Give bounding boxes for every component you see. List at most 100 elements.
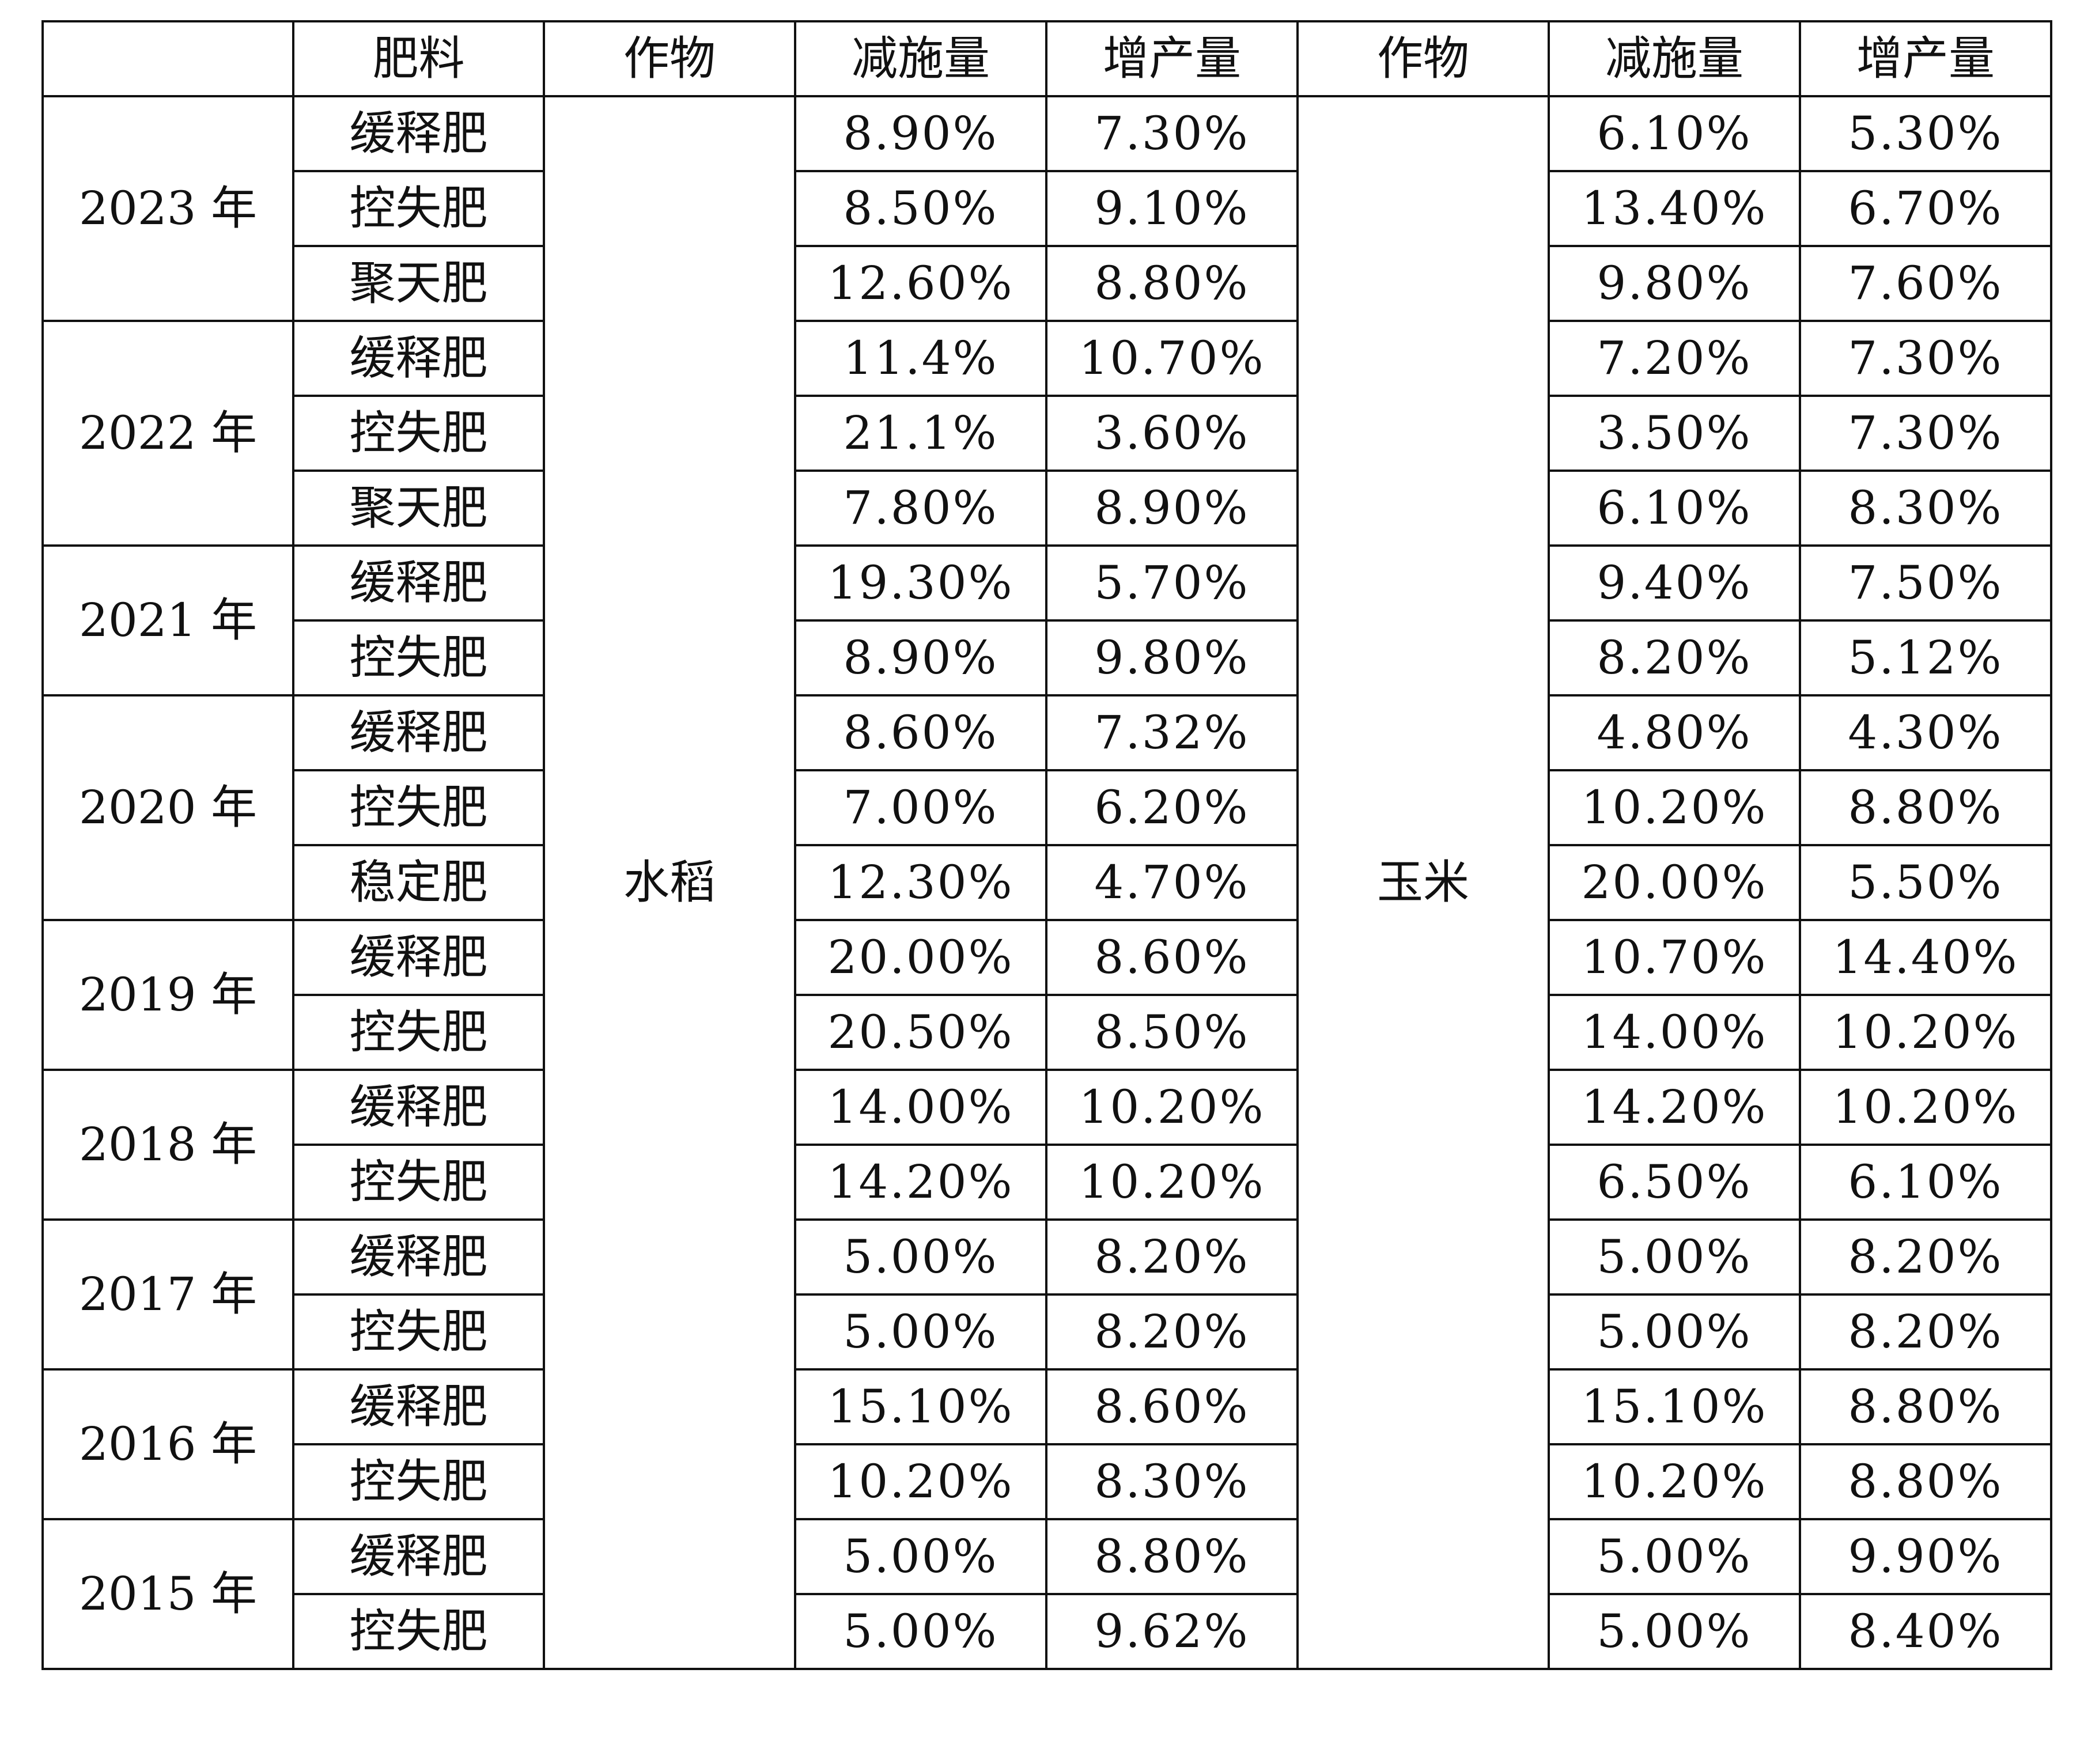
crop-a-increase-cell: 9.80% — [1045, 619, 1299, 696]
crop-a-increase-cell: 8.80% — [1045, 245, 1299, 322]
table-row: 控失肥 8.90% 9.80% 8.20% 5.12% — [43, 619, 2052, 696]
crop-a-increase-cell: 8.90% — [1045, 470, 1299, 547]
header-crop-b: 作物 — [1296, 20, 1550, 97]
crop-a-reduction-cell: 5.00% — [794, 1218, 1047, 1296]
header-crop-a-reduction: 减施量 — [794, 20, 1047, 97]
crop-b-increase-cell: 8.30% — [1799, 470, 2052, 547]
crop-a-reduction-cell: 8.90% — [794, 619, 1047, 696]
crop-a-reduction-cell: 8.50% — [794, 170, 1047, 247]
crop-b-increase-cell: 10.20% — [1799, 1069, 2052, 1146]
crop-a-reduction-cell: 5.00% — [794, 1293, 1047, 1371]
table-row: 控失肥 5.00% 9.62% 5.00% 8.40% — [43, 1593, 2052, 1670]
fertilizer-cell: 缓释肥 — [292, 1518, 545, 1595]
year-cell: 2020 年 — [41, 694, 294, 921]
crop-a-increase-cell: 8.20% — [1045, 1218, 1299, 1296]
crop-a-increase-cell: 8.60% — [1045, 1368, 1299, 1445]
crop-b-increase-cell: 6.10% — [1799, 1144, 2052, 1221]
table-row: 控失肥 7.00% 6.20% 10.20% 8.80% — [43, 769, 2052, 846]
crop-b-reduction-cell: 8.20% — [1548, 619, 1801, 696]
fertilizer-cell: 控失肥 — [292, 170, 545, 247]
crop-a-increase-cell: 8.50% — [1045, 994, 1299, 1071]
crop-b-increase-cell: 5.30% — [1799, 95, 2052, 172]
crop-b-increase-cell: 8.80% — [1799, 1368, 2052, 1445]
crop-b-reduction-cell: 9.80% — [1548, 245, 1801, 322]
crop-b-reduction-cell: 9.40% — [1548, 544, 1801, 622]
crop-a-increase-cell: 8.60% — [1045, 919, 1299, 996]
table-header: 肥料 作物 减施量 增产量 作物 减施量 增产量 — [41, 20, 2052, 97]
header-year-cell — [41, 20, 294, 97]
crop-b-increase-cell: 6.70% — [1799, 170, 2052, 247]
header-row: 肥料 作物 减施量 增产量 作物 减施量 增产量 — [41, 20, 2052, 97]
header-crop-b-reduction: 减施量 — [1548, 20, 1801, 97]
fertilizer-cell: 控失肥 — [292, 1144, 545, 1221]
table-row: 控失肥 8.50% 9.10% 13.40% 6.70% — [43, 170, 2052, 247]
crop-a-reduction-cell: 8.90% — [794, 95, 1047, 172]
crop-a-increase-cell: 9.62% — [1045, 1593, 1299, 1670]
crop-b-increase-cell: 7.30% — [1799, 320, 2052, 397]
table-row: 2018 年缓释肥 14.00% 10.20% 14.20% 10.20% — [41, 1069, 2052, 1221]
crop-b-reduction-cell: 14.00% — [1548, 994, 1801, 1071]
table-row: 控失肥 10.20% 8.30% 10.20% 8.80% — [43, 1443, 2052, 1520]
crop-a-reduction-cell: 20.00% — [794, 919, 1047, 996]
crop-b-reduction-cell: 5.00% — [1548, 1593, 1801, 1670]
table-body: 2023 年缓释肥 水稻 8.90% 7.30% 玉米 6.10% 5.30% 控失肥 8.50… — [41, 95, 2052, 1670]
year-cell: 2018 年 — [41, 1069, 294, 1221]
crop-a-reduction-cell: 20.50% — [794, 994, 1047, 1071]
crop-a-reduction-cell: 7.80% — [794, 470, 1047, 547]
year-cell: 2015 年 — [41, 1518, 294, 1670]
fertilizer-cell: 控失肥 — [292, 1443, 545, 1520]
crop-b-reduction-cell: 6.10% — [1548, 470, 1801, 547]
table-row: 2023 年缓释肥 水稻 8.90% 7.30% 玉米 6.10% 5.30% — [41, 95, 2052, 1670]
crop-a-increase-cell: 10.20% — [1045, 1069, 1299, 1146]
crop-a-reduction-cell: 12.30% — [794, 844, 1047, 921]
fertilizer-cell: 控失肥 — [292, 395, 545, 472]
crop-a-cell: 水稻 — [543, 95, 796, 1670]
crop-a-reduction-cell: 8.60% — [794, 694, 1047, 771]
crop-a-reduction-cell: 19.30% — [794, 544, 1047, 622]
fertilizer-cell: 缓释肥 — [292, 544, 545, 622]
fertilizer-cell: 聚天肥 — [292, 470, 545, 547]
crop-b-cell: 玉米 — [1296, 95, 1550, 1670]
fertilizer-cell: 聚天肥 — [292, 245, 545, 322]
table-row: 2022 年缓释肥 11.4% 10.70% 7.20% 7.30% — [41, 320, 2052, 547]
crop-b-increase-cell: 4.30% — [1799, 694, 2052, 771]
crop-a-increase-cell: 8.30% — [1045, 1443, 1299, 1520]
crop-a-increase-cell: 6.20% — [1045, 769, 1299, 846]
crop-b-increase-cell: 8.20% — [1799, 1293, 2052, 1371]
fertilizer-cell: 缓释肥 — [292, 1069, 545, 1146]
crop-a-increase-cell: 7.32% — [1045, 694, 1299, 771]
fertilizer-cell: 缓释肥 — [292, 1368, 545, 1445]
crop-b-reduction-cell: 4.80% — [1548, 694, 1801, 771]
table-row: 聚天肥 7.80% 8.90% 6.10% 8.30% — [43, 470, 2052, 547]
table-row: 2015 年缓释肥 5.00% 8.80% 5.00% 9.90% — [41, 1518, 2052, 1670]
crop-b-increase-cell: 9.90% — [1799, 1518, 2052, 1595]
fertilizer-cell: 控失肥 — [292, 619, 545, 696]
crop-a-reduction-cell: 10.20% — [794, 1443, 1047, 1520]
crop-b-increase-cell: 10.20% — [1799, 994, 2052, 1071]
crop-a-increase-cell: 8.20% — [1045, 1293, 1299, 1371]
crop-a-reduction-cell: 12.60% — [794, 245, 1047, 322]
fertilizer-cell: 缓释肥 — [292, 1218, 545, 1296]
table-row: 聚天肥 12.60% 8.80% 9.80% 7.60% — [43, 245, 2052, 322]
year-cell: 2022 年 — [41, 320, 294, 547]
fertilizer-cell: 稳定肥 — [292, 844, 545, 921]
fertilizer-cell: 控失肥 — [292, 1293, 545, 1371]
crop-a-reduction-cell: 5.00% — [794, 1518, 1047, 1595]
table-row: 控失肥 14.20% 10.20% 6.50% 6.10% — [43, 1144, 2052, 1221]
year-cell: 2023 年 — [41, 95, 294, 322]
crop-b-reduction-cell: 15.10% — [1548, 1368, 1801, 1445]
table-row: 2016 年缓释肥 15.10% 8.60% 15.10% 8.80% — [41, 1368, 2052, 1520]
crop-b-increase-cell: 8.80% — [1799, 1443, 2052, 1520]
fertilizer-results-table: 肥料 作物 减施量 增产量 作物 减施量 增产量 2023 年缓释肥 水稻 8.90… — [41, 20, 2052, 1670]
year-cell: 2019 年 — [41, 919, 294, 1071]
crop-a-increase-cell: 8.80% — [1045, 1518, 1299, 1595]
crop-a-increase-cell: 3.60% — [1045, 395, 1299, 472]
crop-b-reduction-cell: 20.00% — [1548, 844, 1801, 921]
year-cell: 2016 年 — [41, 1368, 294, 1520]
table-row: 2021 年缓释肥 19.30% 5.70% 9.40% 7.50% — [41, 544, 2052, 696]
crop-b-increase-cell: 8.80% — [1799, 769, 2052, 846]
crop-b-reduction-cell: 10.20% — [1548, 769, 1801, 846]
crop-a-reduction-cell: 14.20% — [794, 1144, 1047, 1221]
crop-b-reduction-cell: 7.20% — [1548, 320, 1801, 397]
crop-a-increase-cell: 9.10% — [1045, 170, 1299, 247]
